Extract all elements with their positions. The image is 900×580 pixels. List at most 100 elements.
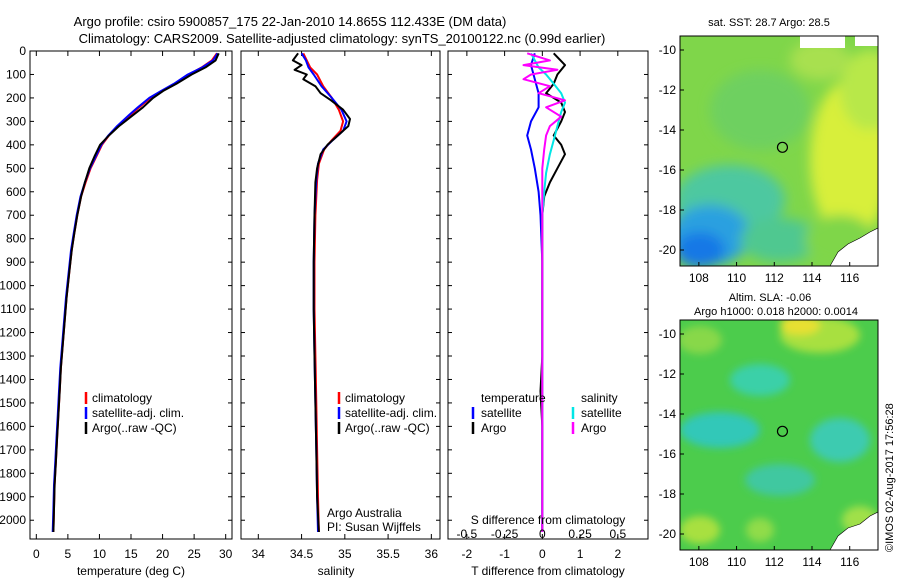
map-x-tick-label: 114 — [802, 271, 821, 285]
depth-tick-label: 1000 — [0, 279, 26, 293]
depth-tick-label: 100 — [6, 67, 26, 81]
legend-t-argo-label: Argo — [481, 421, 507, 435]
legend-s-satellite-label: satellite — [581, 406, 622, 420]
difference-x-axis: -2 -1 0 1 2 — [448, 50, 648, 561]
map-x-tick-label: 116 — [840, 555, 859, 569]
map-y-tick-label: -18 — [659, 487, 677, 501]
salinity-series — [291, 52, 351, 533]
legend-satellite-label: satellite-adj. clim. — [345, 406, 437, 420]
series-line-s-argo — [522, 52, 566, 532]
x-tick-label: 20 — [156, 547, 170, 561]
map-x-tick-label: 114 — [802, 555, 821, 569]
map-y-tick-label: -12 — [659, 367, 677, 381]
x-tick-label: 2 — [614, 547, 621, 561]
legend-t-satellite-label: satellite — [481, 406, 522, 420]
s-diff-tick-label: 0.25 — [568, 527, 592, 541]
depth-tick-label: 200 — [6, 91, 26, 105]
depth-tick-label: 2000 — [0, 513, 26, 527]
temperature-panel: 0100200300400500600700800900100011001200… — [0, 44, 233, 578]
legend-s-argo-label: Argo — [581, 421, 607, 435]
depth-tick-label: 600 — [6, 185, 26, 199]
temperature-x-axis: 0 5 10 15 20 25 30 — [30, 50, 233, 561]
depth-tick-label: 1600 — [0, 419, 26, 433]
temperature-series — [51, 52, 220, 533]
title-line-1: Argo profile: csiro 5900857_175 22-Jan-2… — [74, 14, 507, 29]
sla-map-panel: Altim. SLA: -0.06 Argo h1000: 0.018 h200… — [659, 292, 879, 569]
map-x-tick-label: 110 — [727, 555, 746, 569]
x-tick-label: 35.5 — [376, 547, 400, 561]
difference-legend: temperature satellite Argo salinity sate… — [471, 391, 622, 435]
temperature-xlabel: temperature (deg C) — [77, 564, 185, 578]
depth-tick-label: 700 — [6, 208, 26, 222]
series-line-argo-raw-qc- — [52, 52, 220, 533]
depth-tick-label: 1300 — [0, 349, 26, 363]
legend-climatology-label: climatology — [92, 391, 152, 405]
difference-series — [522, 52, 566, 532]
map-y-tick-label: -14 — [659, 123, 677, 137]
salinity-xlabel: salinity — [318, 564, 355, 578]
map-y-tick-label: -16 — [659, 447, 677, 461]
x-tick-label: 25 — [187, 547, 201, 561]
map-y-tick-label: -18 — [659, 203, 677, 217]
map-x-tick-label: 110 — [727, 271, 746, 285]
pi-note: PI: Susan Wijffels — [327, 520, 421, 534]
legend-argo-label: Argo(..raw -QC) — [345, 421, 430, 435]
x-tick-label: 35 — [338, 547, 352, 561]
legend-temperature-heading: temperature — [481, 391, 546, 405]
depth-tick-label: 1700 — [0, 443, 26, 457]
sst-map-panel: sat. SST: 28.7 Argo: 28.5 108 110 112 114 11… — [659, 17, 879, 285]
argo-australia-note: Argo Australia — [327, 506, 402, 520]
sla-map-title-2: Argo h1000: 0.018 h2000: 0.0014 — [694, 306, 858, 318]
x-tick-label: 30 — [219, 547, 233, 561]
map-y-tick-label: -10 — [659, 327, 677, 341]
map-y-tick-label: -20 — [659, 243, 677, 257]
map-x-tick-label: 112 — [765, 555, 784, 569]
difference-axes-box — [447, 50, 649, 540]
depth-tick-label: 1400 — [0, 372, 26, 386]
depth-tick-label: 400 — [6, 138, 26, 152]
depth-tick-label: 800 — [6, 232, 26, 246]
x-tick-label: 36 — [425, 547, 439, 561]
x-tick-label: 0 — [33, 547, 40, 561]
sst-map-title: sat. SST: 28.7 Argo: 28.5 — [708, 17, 830, 29]
map-y-tick-label: -16 — [659, 163, 677, 177]
salinity-x-axis: 34 34.5 35 35.5 36 — [241, 50, 440, 561]
sla-map-title-1: Altim. SLA: -0.06 — [729, 292, 812, 304]
t-difference-xlabel: T difference from climatology — [471, 564, 625, 578]
s-diff-tick-label: -0.5 — [457, 527, 478, 541]
depth-tick-label: 1200 — [0, 326, 26, 340]
x-tick-label: 34 — [252, 547, 266, 561]
x-tick-label: 5 — [65, 547, 72, 561]
difference-panel: -2 -1 0 1 2 temperature satellite Argo salin… — [447, 50, 649, 578]
depth-tick-label: 1500 — [0, 396, 26, 410]
map-y-tick-label: -12 — [659, 83, 677, 97]
x-tick-label: -2 — [462, 547, 473, 561]
s-diff-tick-label: 0.5 — [609, 527, 626, 541]
sst-map-field — [680, 36, 878, 266]
argo-location-marker — [776, 425, 789, 437]
depth-tick-label: 500 — [6, 161, 26, 175]
s-difference-tick-labels: -0.5 -0.25 0 0.25 0.5 — [457, 527, 627, 541]
x-tick-label: 10 — [93, 547, 107, 561]
salinity-axes-box — [240, 50, 441, 540]
depth-tick-label: 300 — [6, 114, 26, 128]
imos-credit: ©IMOS 02-Aug-2017 17:56:28 — [884, 403, 896, 552]
map-x-tick-label: 116 — [840, 271, 859, 285]
map-y-tick-label: -10 — [659, 43, 677, 57]
legend-salinity-heading: salinity — [581, 391, 618, 405]
s-diff-tick-label: 0 — [539, 527, 546, 541]
series-line-argo-raw-qc- — [291, 52, 351, 533]
legend-satellite-label: satellite-adj. clim. — [92, 406, 184, 420]
sla-map-axes: 108 110 112 114 116 -10 -12 -14 -16 -18 -20 — [659, 327, 860, 569]
x-tick-label: -1 — [499, 547, 510, 561]
map-x-tick-label: 112 — [765, 271, 784, 285]
temperature-axes-box — [29, 50, 233, 540]
sla-map-frame — [679, 319, 879, 551]
salinity-legend: climatology satellite-adj. clim. Argo(..… — [337, 391, 437, 435]
x-tick-label: 1 — [577, 547, 584, 561]
argo-location-marker — [776, 141, 789, 153]
depth-tick-label: 1100 — [0, 302, 26, 316]
map-y-tick-label: -14 — [659, 407, 677, 421]
x-tick-label: 0 — [539, 547, 546, 561]
